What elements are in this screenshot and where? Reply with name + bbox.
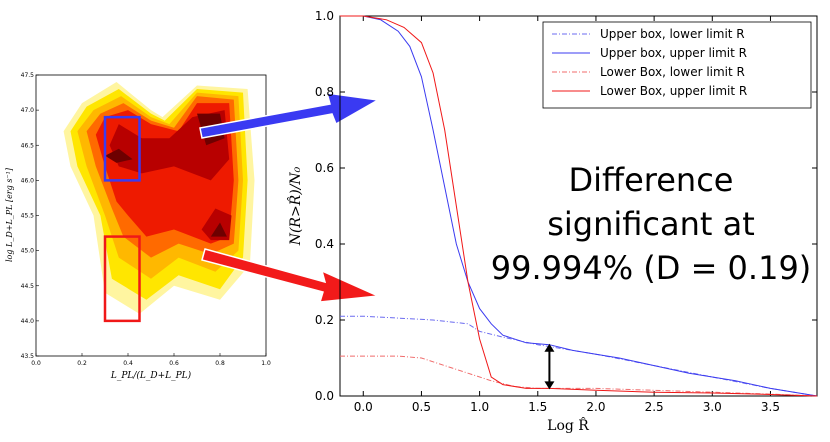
x-tick-label: 2.0: [586, 400, 605, 414]
annotation-line-3: 99.994% (D = 0.19): [490, 249, 812, 287]
heatmap-x-ticks: 0.0 0.2 0.4 0.6 0.8 1.0: [31, 353, 271, 367]
x-tick-label: 0.5: [412, 400, 431, 414]
legend-label-0: Upper box, lower limit R: [600, 27, 745, 41]
legend-label-1: Upper box, upper limit R: [600, 46, 747, 60]
y-tick-label: 46.0: [21, 177, 35, 184]
series-line-1: [340, 15, 818, 397]
y-tick-label: 1.0: [315, 9, 334, 23]
blue-arrow: [199, 92, 381, 139]
heatmap-y-ticks: 43.5 44.0 44.5 45.0 45.5 46.0 46.5 47.0 47.5: [21, 72, 39, 360]
difference-arrow: [544, 343, 555, 390]
y-tick-label: 0.2: [315, 313, 334, 327]
contour-level-7: [105, 148, 133, 163]
annotation-line-2: significant at: [547, 205, 755, 243]
y-tick-label: 0.0: [315, 389, 334, 403]
heatmap-panel: 0.0 0.2 0.4 0.6 0.8 1.0 43.544.044.545.045.54…: [5, 72, 271, 381]
contour-level-9: [210, 222, 227, 237]
chart-frame: [339, 15, 818, 397]
chart-legend: Upper box, lower limit R Upper box, upper…: [542, 21, 812, 109]
y-tick-label: 0.8: [315, 85, 334, 99]
legend-label-2: Lower Box, lower limit R: [600, 65, 745, 79]
x-tick-label: 0.4: [123, 360, 133, 367]
x-tick-label: 1.5: [528, 400, 547, 414]
pointer-arrows: [199, 92, 381, 303]
legend-label-3: Lower Box, upper limit R: [600, 84, 747, 98]
chart-x-label: Log R̂: [547, 416, 589, 434]
lower-box-rect: [103, 235, 141, 323]
x-tick-label: 1.0: [261, 360, 271, 367]
marker-head-top: [544, 343, 555, 352]
heatmap-x-label: L_PL/(L_D+L_PL): [110, 370, 192, 381]
y-tick-label: 0.4: [315, 237, 334, 251]
y-tick-label: 43.5: [21, 353, 35, 360]
y-tick-label: 47.5: [21, 72, 35, 79]
selection-boxes: [103, 115, 141, 323]
y-tick-label: 45.5: [21, 213, 35, 220]
heatmap-y-label: log L_D+L_PL [erg s⁻¹]: [5, 167, 14, 262]
red-arrow: [201, 248, 381, 303]
legend-frame: [542, 21, 812, 109]
significance-annotation: Difference significant at 99.994% (D = 0…: [486, 158, 816, 290]
x-tick-label: 0.2: [77, 360, 87, 367]
x-tick-label: 0.0: [354, 400, 373, 414]
x-tick-label: 3.0: [703, 400, 722, 414]
chart-y-label: N(R>R̂)/N₀: [286, 166, 304, 246]
x-tick-label: 0.8: [215, 360, 225, 367]
y-tick-label: 44.5: [21, 283, 35, 290]
annotation-line-1: Difference: [568, 161, 734, 199]
y-tick-label: 47.0: [21, 107, 35, 114]
chart-ticks: 0.0 0.5 1.0 1.5 2.0 2.5 3.0 3.5 0.0 0.2 0.4 0.6 0.8 1…: [315, 9, 817, 414]
x-tick-label: 2.5: [645, 400, 664, 414]
x-tick-label: 0.6: [169, 360, 179, 367]
marker-head-bottom: [544, 381, 555, 390]
y-tick-label: 46.5: [21, 142, 35, 149]
y-tick-label: 45.0: [21, 248, 35, 255]
series-line-2: [340, 355, 818, 397]
y-tick-label: 44.0: [21, 318, 35, 325]
x-tick-label: 1.0: [470, 400, 489, 414]
y-tick-label: 0.6: [315, 161, 334, 175]
upper-box-rect: [103, 115, 141, 182]
series-line-0: [340, 315, 818, 397]
chart-series: [340, 15, 818, 397]
series-line-3: [340, 15, 818, 397]
x-tick-label: 3.5: [761, 400, 780, 414]
x-tick-label: 0.0: [31, 360, 41, 367]
